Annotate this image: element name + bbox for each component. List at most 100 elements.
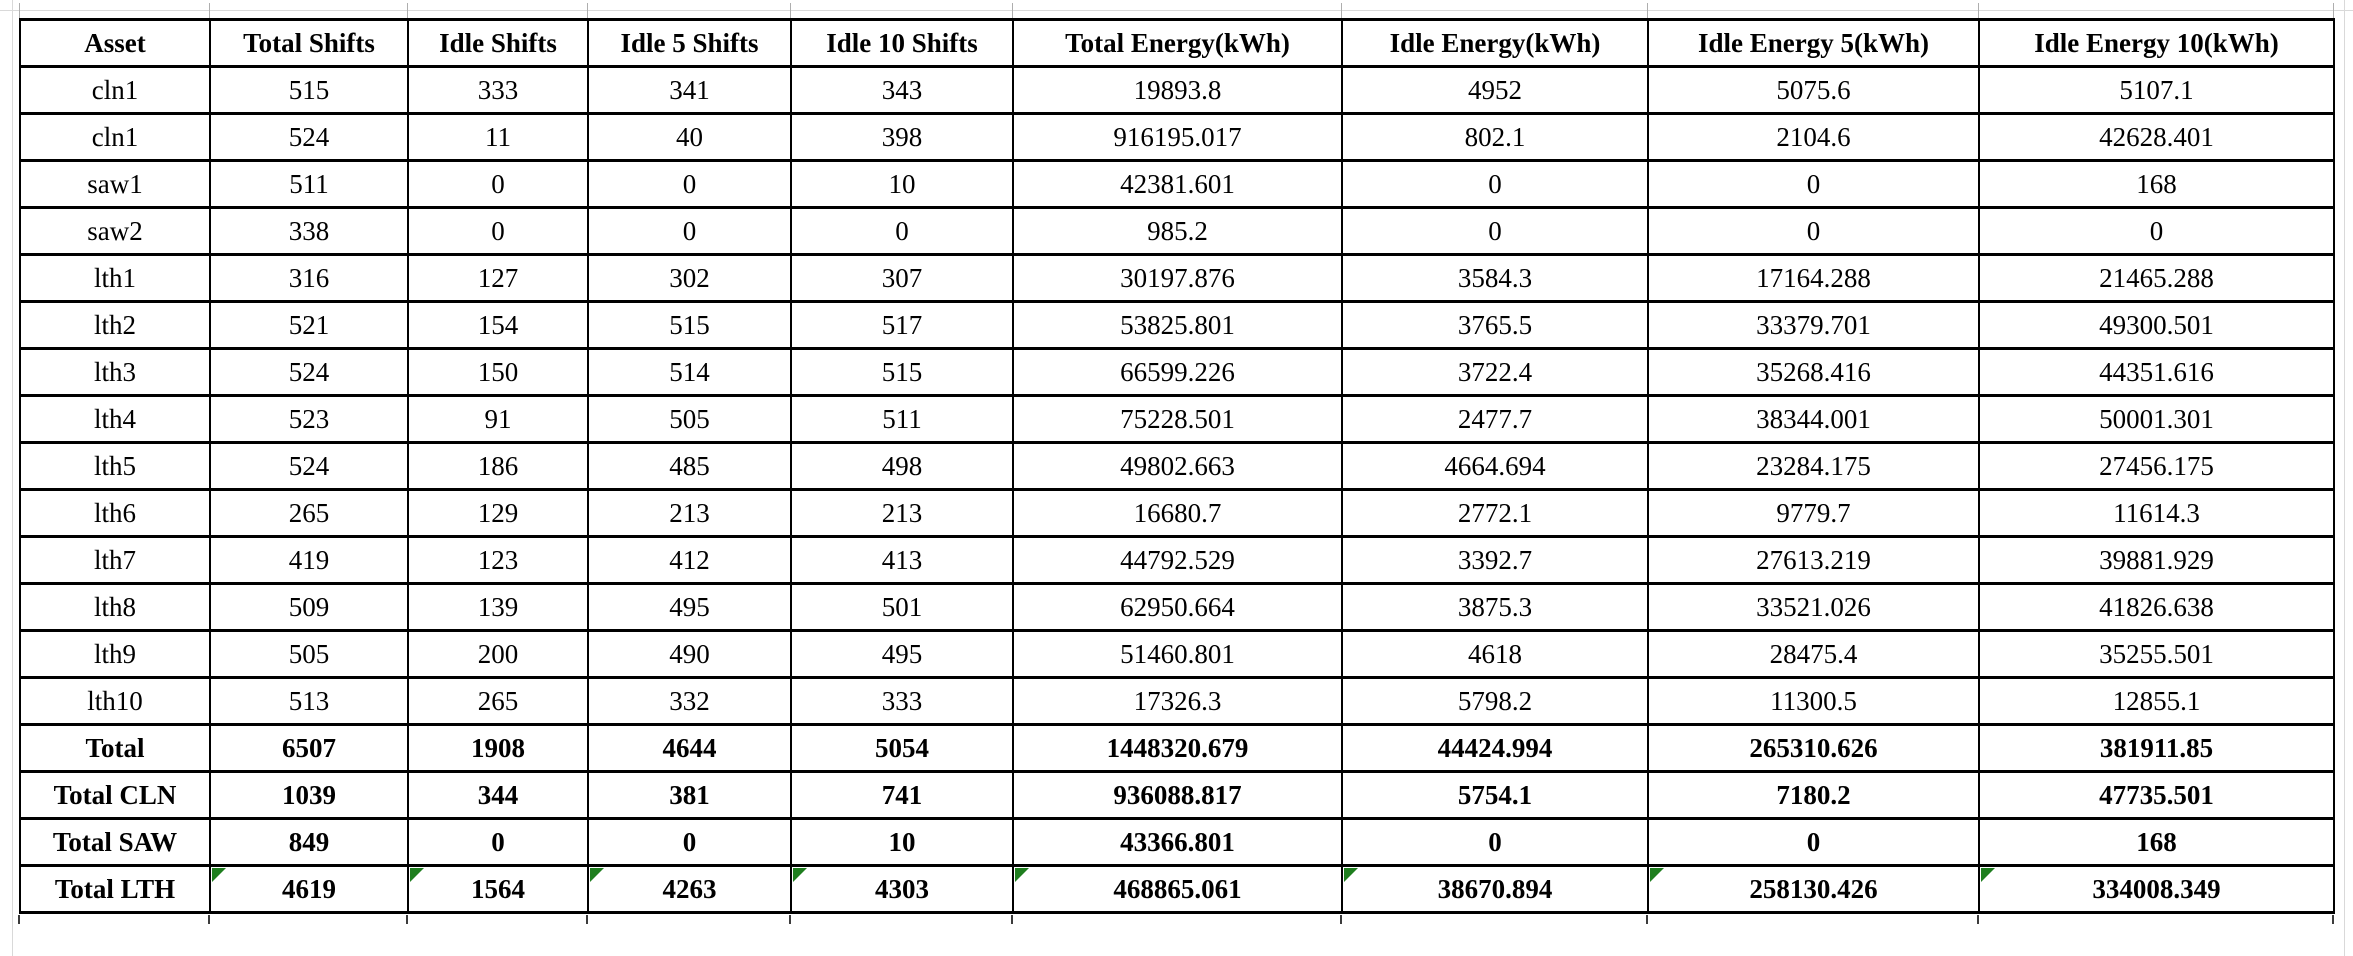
cell-value[interactable]: 3765.5 — [1341, 300, 1649, 350]
cell-value[interactable]: 412 — [587, 535, 792, 585]
cell-value[interactable]: 515 — [790, 347, 1014, 397]
cell-value[interactable]: 381 — [587, 770, 792, 820]
cell-value[interactable]: 916195.017 — [1012, 112, 1343, 162]
column-header-idle-10-shifts[interactable]: Idle 10 Shifts — [790, 18, 1014, 68]
cell-value[interactable]: 524 — [209, 112, 409, 162]
cell-value[interactable]: 316 — [209, 253, 409, 303]
cell-asset[interactable]: lth4 — [19, 394, 211, 444]
cell-value[interactable]: 7180.2 — [1647, 770, 1980, 820]
cell-value[interactable]: 200 — [407, 629, 589, 679]
cell-value[interactable]: 42381.601 — [1012, 159, 1343, 209]
cell-asset[interactable]: Total LTH — [19, 864, 211, 914]
cell-value[interactable]: 129 — [407, 488, 589, 538]
cell-value[interactable]: 154 — [407, 300, 589, 350]
cell-value[interactable]: 127 — [407, 253, 589, 303]
cell-value[interactable]: 9779.7 — [1647, 488, 1980, 538]
cell-value[interactable]: 11300.5 — [1647, 676, 1980, 726]
cell-value[interactable]: 38670.894 — [1341, 864, 1649, 914]
cell-value[interactable]: 186 — [407, 441, 589, 491]
cell-value[interactable]: 44792.529 — [1012, 535, 1343, 585]
cell-value[interactable]: 265 — [209, 488, 409, 538]
cell-value[interactable]: 35268.416 — [1647, 347, 1980, 397]
cell-value[interactable]: 505 — [209, 629, 409, 679]
cell-value[interactable]: 2477.7 — [1341, 394, 1649, 444]
cell-value[interactable]: 213 — [790, 488, 1014, 538]
cell-value[interactable]: 5107.1 — [1978, 65, 2335, 115]
cell-asset[interactable]: lth10 — [19, 676, 211, 726]
column-header-idle-energy-10-kwh-[interactable]: Idle Energy 10(kWh) — [1978, 18, 2335, 68]
cell-value[interactable]: 123 — [407, 535, 589, 585]
cell-value[interactable]: 39881.929 — [1978, 535, 2335, 585]
cell-value[interactable]: 501 — [790, 582, 1014, 632]
column-header-asset[interactable]: Asset — [19, 18, 211, 68]
cell-value[interactable]: 802.1 — [1341, 112, 1649, 162]
cell-value[interactable]: 1564 — [407, 864, 589, 914]
cell-value[interactable]: 4644 — [587, 723, 792, 773]
cell-value[interactable]: 0 — [407, 817, 589, 867]
cell-value[interactable]: 0 — [587, 817, 792, 867]
cell-value[interactable]: 936088.817 — [1012, 770, 1343, 820]
cell-value[interactable]: 511 — [209, 159, 409, 209]
cell-asset[interactable]: Total CLN — [19, 770, 211, 820]
cell-value[interactable]: 17164.288 — [1647, 253, 1980, 303]
cell-value[interactable]: 0 — [1341, 206, 1649, 256]
cell-asset[interactable]: cln1 — [19, 65, 211, 115]
cell-value[interactable]: 10 — [790, 817, 1014, 867]
cell-value[interactable]: 334008.349 — [1978, 864, 2335, 914]
cell-value[interactable]: 509 — [209, 582, 409, 632]
cell-value[interactable]: 66599.226 — [1012, 347, 1343, 397]
cell-value[interactable]: 4952 — [1341, 65, 1649, 115]
cell-value[interactable]: 419 — [209, 535, 409, 585]
cell-value[interactable]: 0 — [587, 159, 792, 209]
cell-value[interactable]: 51460.801 — [1012, 629, 1343, 679]
cell-value[interactable]: 50001.301 — [1978, 394, 2335, 444]
cell-asset[interactable]: lth1 — [19, 253, 211, 303]
cell-asset[interactable]: Total SAW — [19, 817, 211, 867]
cell-value[interactable]: 0 — [790, 206, 1014, 256]
cell-value[interactable]: 30197.876 — [1012, 253, 1343, 303]
cell-value[interactable]: 41826.638 — [1978, 582, 2335, 632]
cell-value[interactable]: 343 — [790, 65, 1014, 115]
cell-value[interactable]: 468865.061 — [1012, 864, 1343, 914]
cell-value[interactable]: 17326.3 — [1012, 676, 1343, 726]
cell-value[interactable]: 49802.663 — [1012, 441, 1343, 491]
column-header-idle-5-shifts[interactable]: Idle 5 Shifts — [587, 18, 792, 68]
cell-value[interactable]: 47735.501 — [1978, 770, 2335, 820]
cell-value[interactable]: 213 — [587, 488, 792, 538]
cell-value[interactable]: 11 — [407, 112, 589, 162]
cell-value[interactable]: 0 — [587, 206, 792, 256]
cell-value[interactable]: 338 — [209, 206, 409, 256]
cell-value[interactable]: 302 — [587, 253, 792, 303]
cell-value[interactable]: 307 — [790, 253, 1014, 303]
cell-value[interactable]: 5075.6 — [1647, 65, 1980, 115]
cell-value[interactable]: 514 — [587, 347, 792, 397]
cell-value[interactable]: 498 — [790, 441, 1014, 491]
cell-value[interactable]: 341 — [587, 65, 792, 115]
cell-value[interactable]: 258130.426 — [1647, 864, 1980, 914]
cell-value[interactable]: 2104.6 — [1647, 112, 1980, 162]
cell-value[interactable]: 5798.2 — [1341, 676, 1649, 726]
cell-value[interactable]: 5754.1 — [1341, 770, 1649, 820]
cell-value[interactable]: 75228.501 — [1012, 394, 1343, 444]
cell-value[interactable]: 3392.7 — [1341, 535, 1649, 585]
cell-value[interactable]: 0 — [1341, 159, 1649, 209]
cell-value[interactable]: 985.2 — [1012, 206, 1343, 256]
cell-asset[interactable]: lth6 — [19, 488, 211, 538]
cell-value[interactable]: 62950.664 — [1012, 582, 1343, 632]
cell-value[interactable]: 10 — [790, 159, 1014, 209]
cell-value[interactable]: 3722.4 — [1341, 347, 1649, 397]
cell-value[interactable]: 4303 — [790, 864, 1014, 914]
cell-value[interactable]: 33521.026 — [1647, 582, 1980, 632]
cell-value[interactable]: 495 — [587, 582, 792, 632]
column-header-total-energy-kwh-[interactable]: Total Energy(kWh) — [1012, 18, 1343, 68]
cell-value[interactable]: 43366.801 — [1012, 817, 1343, 867]
cell-asset[interactable]: lth3 — [19, 347, 211, 397]
cell-value[interactable]: 523 — [209, 394, 409, 444]
cell-value[interactable]: 332 — [587, 676, 792, 726]
cell-value[interactable]: 413 — [790, 535, 1014, 585]
cell-value[interactable]: 35255.501 — [1978, 629, 2335, 679]
cell-asset[interactable]: lth5 — [19, 441, 211, 491]
cell-value[interactable]: 6507 — [209, 723, 409, 773]
cell-value[interactable]: 515 — [587, 300, 792, 350]
cell-value[interactable]: 513 — [209, 676, 409, 726]
